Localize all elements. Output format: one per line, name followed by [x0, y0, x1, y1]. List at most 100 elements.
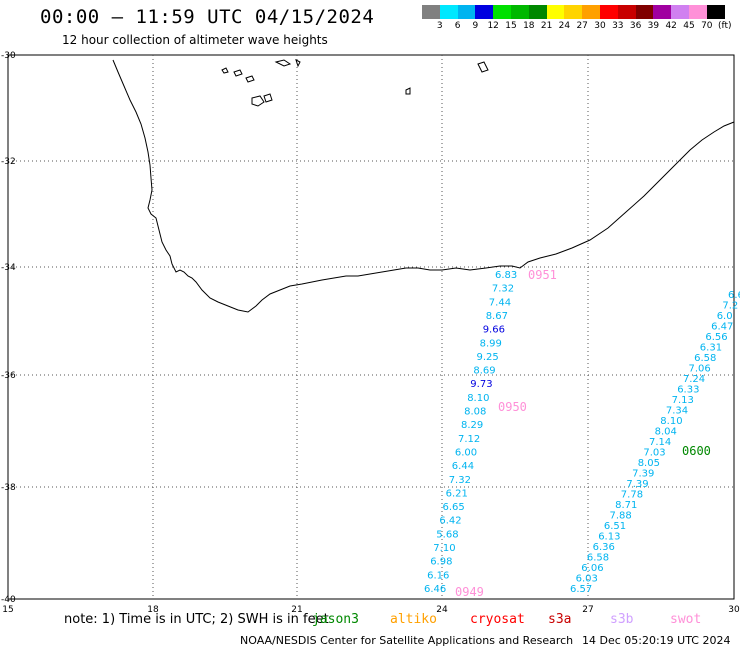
colorbar-swatch — [671, 5, 689, 19]
colorbar-tick-label: 18 — [523, 21, 535, 31]
coastline — [112, 59, 735, 313]
colorbar-swatch — [706, 5, 725, 19]
wave-height-value: 8.71 — [615, 500, 637, 511]
longitude-label: 18 — [147, 605, 159, 615]
wave-height-value: 7.32 — [492, 284, 514, 295]
wave-height-value: 9.66 — [483, 325, 505, 336]
wave-height-value: 6.03 — [576, 574, 598, 585]
colorbar-swatch — [457, 5, 476, 19]
colorbar-tick-label: 42 — [665, 21, 677, 31]
wave-height-value: 8.10 — [660, 416, 682, 427]
latitude-label: -38 — [1, 483, 16, 493]
wave-height-value: 6.00 — [455, 448, 477, 459]
wave-height-value: 7.44 — [489, 297, 511, 308]
wave-height-value: 7.32 — [449, 475, 471, 486]
colorbar — [422, 5, 725, 19]
colorbar-tick-label: 3 — [436, 21, 443, 31]
time-label-0949: 0949 — [455, 585, 484, 599]
wave-height-value: 6.51 — [604, 521, 626, 532]
mission-label: s3b — [610, 612, 634, 627]
colorbar-swatch — [493, 5, 511, 19]
map-frame — [7, 54, 735, 600]
time-label-0951: 0951 — [528, 268, 557, 282]
wave-height-value: 6.31 — [700, 343, 722, 354]
wave-height-value: 6.58 — [694, 353, 716, 364]
wave-height-value: 7.88 — [610, 511, 632, 522]
wave-height-value: 6.65 — [443, 502, 465, 513]
wave-height-value: 6.42 — [439, 516, 461, 527]
longitude-label: 15 — [2, 605, 13, 615]
time-label-0600: 0600 — [682, 444, 711, 458]
mission-label: cryosat — [470, 612, 525, 627]
colorbar-tick-label: 27 — [576, 21, 588, 31]
wave-height-value: 7.10 — [433, 543, 455, 554]
colorbar-swatch — [475, 5, 494, 19]
wave-height-value: 6.56 — [705, 332, 727, 343]
colorbar-tick-label: 36 — [629, 21, 642, 31]
colorbar-tick-label: 12 — [487, 21, 499, 31]
colorbar-swatch — [510, 5, 529, 19]
wave-height-value: 7.24 — [683, 374, 705, 385]
latitude-label: -32 — [1, 157, 16, 167]
colorbar-tick-label: 30 — [594, 21, 606, 31]
wave-height-value: 5.68 — [436, 529, 458, 540]
wave-height-value: 8.04 — [655, 427, 677, 438]
wave-height-value: 9.73 — [470, 379, 492, 390]
colorbar-tick-label: 24 — [558, 21, 571, 31]
wave-height-value: 7.13 — [672, 395, 694, 406]
wave-height-value: 8.67 — [486, 311, 508, 322]
latitude-label: -30 — [1, 51, 16, 61]
colorbar-swatch — [564, 5, 583, 19]
colorbar-tick-label: 33 — [612, 21, 624, 31]
wave-height-value: 6.33 — [677, 385, 699, 396]
wave-height-value: 6.46 — [424, 584, 446, 595]
colorbar-tick-label: 6 — [454, 21, 461, 31]
wave-height-value: 8.10 — [467, 393, 489, 404]
colorbar-swatch — [599, 5, 618, 19]
wave-height-value: 7.39 — [632, 469, 654, 480]
latitude-label: -40 — [1, 595, 16, 605]
time-label-0950: 0950 — [498, 400, 527, 414]
colorbar-swatch — [439, 5, 458, 19]
colorbar-tick-label: 45 — [683, 21, 695, 31]
wave-height-value: 7.12 — [458, 434, 480, 445]
wave-height-value: 9.25 — [477, 352, 499, 363]
wave-height-value: 8.05 — [638, 458, 660, 469]
longitude-label: 30 — [728, 605, 740, 615]
wave-height-value: 6.21 — [446, 488, 468, 499]
wave-height-value: 6.47 — [711, 322, 733, 333]
colorbar-labels: 3 6 9 12 15 18 21 24 27 30 33 36 39 42 45 70 — [422, 21, 740, 35]
colorbar-tick-label: 9 — [472, 21, 479, 31]
colorbar-swatch — [528, 5, 547, 19]
wave-height-value: 6.13 — [598, 532, 620, 543]
colorbar-tick-label: 39 — [647, 21, 660, 31]
wave-height-value: 7.03 — [643, 448, 665, 459]
mission-label: swot — [670, 612, 702, 627]
wave-height-value: 7.78 — [621, 490, 643, 501]
latitude-label: -34 — [1, 263, 16, 273]
wave-height-value: 6.0 — [717, 311, 733, 322]
latitude-label: -36 — [1, 371, 16, 381]
longitude-label: 24 — [436, 605, 448, 615]
wave-height-value: 8.69 — [473, 366, 495, 377]
wave-height-value: 8.29 — [461, 420, 483, 431]
map-subtitle: 12 hour collection of altimeter wave hei… — [62, 33, 328, 47]
colorbar-swatch — [653, 5, 672, 19]
mission-label: altiko — [390, 612, 437, 627]
wave-height-value: 6.36 — [593, 542, 615, 553]
wave-height-value: 7.06 — [689, 364, 711, 375]
island-cluster — [221, 59, 489, 107]
wave-height-value: 6.58 — [587, 553, 609, 564]
wave-height-value: 7.14 — [649, 437, 671, 448]
longitude-label: 27 — [582, 605, 593, 615]
altimeter-track-1: 6.83 7.32 7.44 8.67 9.66 8.99 9.25 8.69 9.73 8.10… — [424, 270, 517, 595]
colorbar-tick-label: 21 — [540, 21, 553, 31]
wave-height-value: 6.6 — [728, 290, 740, 301]
colorbar-swatch — [617, 5, 636, 19]
wave-height-value: 6.06 — [581, 563, 603, 574]
colorbar-swatch — [546, 5, 565, 19]
colorbar-swatch — [688, 5, 707, 19]
wave-height-value: 6.98 — [430, 557, 452, 568]
mission-label: jason3 — [312, 612, 359, 627]
